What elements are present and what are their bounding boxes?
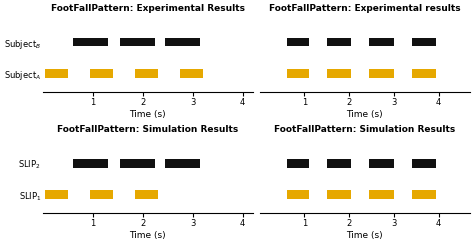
X-axis label: Time (s): Time (s) bbox=[346, 231, 383, 240]
Title: FootFallPattern: Experimental Results: FootFallPattern: Experimental Results bbox=[51, 4, 245, 13]
Title: FootFallPattern: Experimental results: FootFallPattern: Experimental results bbox=[269, 4, 461, 13]
X-axis label: Time (s): Time (s) bbox=[346, 110, 383, 119]
X-axis label: Time (s): Time (s) bbox=[129, 110, 166, 119]
Title: FootFallPattern: Simulation Results: FootFallPattern: Simulation Results bbox=[274, 125, 456, 134]
Title: FootFallPattern: Simulation Results: FootFallPattern: Simulation Results bbox=[57, 125, 238, 134]
X-axis label: Time (s): Time (s) bbox=[129, 231, 166, 240]
